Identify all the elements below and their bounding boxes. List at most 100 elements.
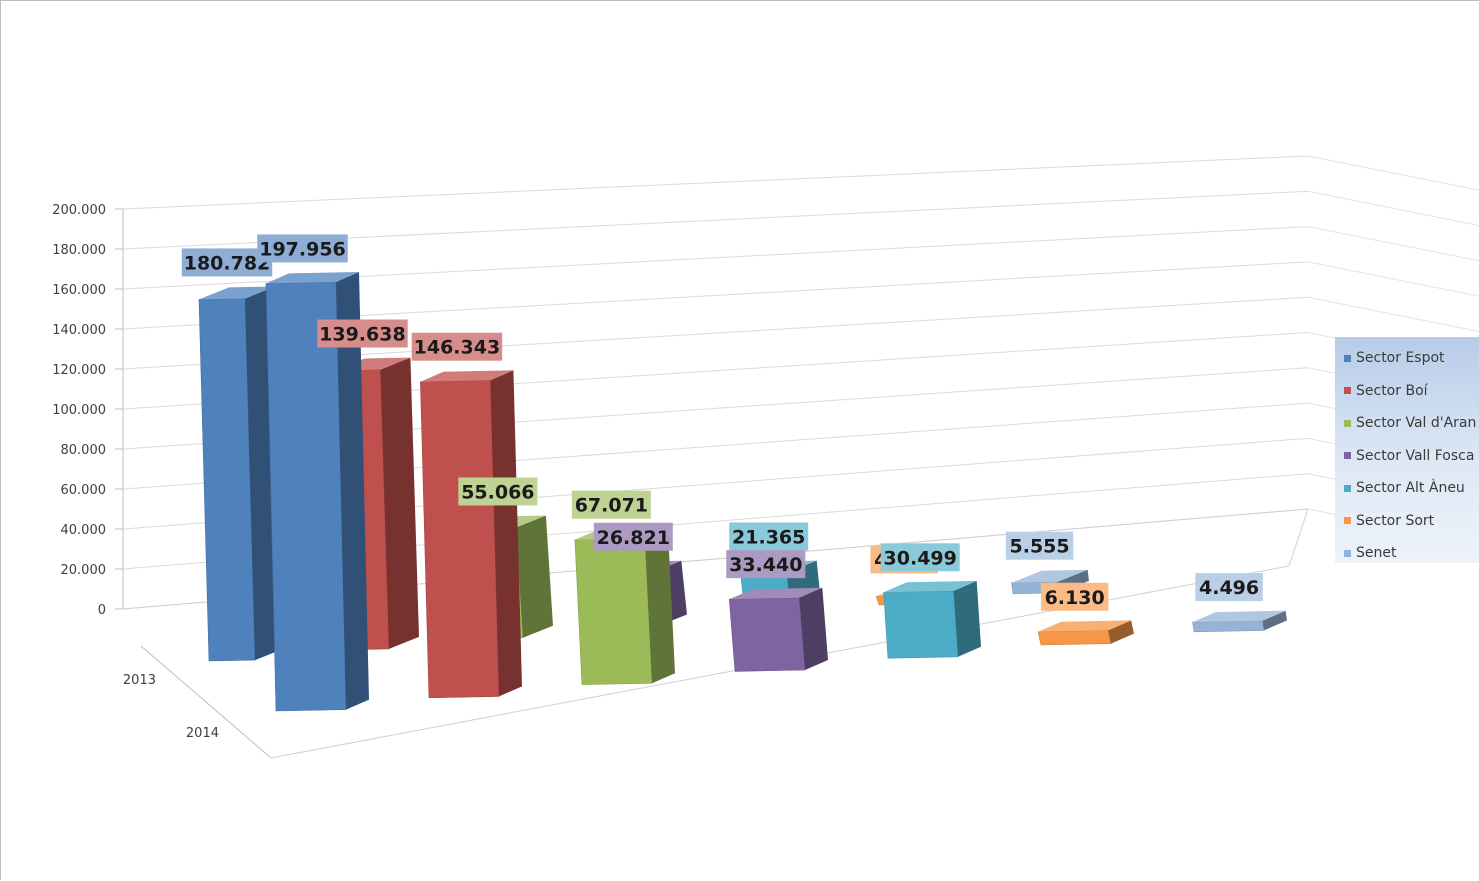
bar-sector-alt-neu-2014 — [883, 580, 981, 659]
data-label-value: 197.956 — [259, 238, 346, 260]
bar-senet-2014 — [1192, 610, 1287, 633]
legend-label: Sector Alt Àneu — [1356, 480, 1465, 497]
bar-side — [336, 272, 369, 710]
data-label: 139.638 — [317, 319, 408, 348]
y-tick-label: 60.000 — [61, 483, 107, 498]
bar-top — [199, 286, 275, 300]
data-label: 197.956 — [257, 234, 348, 263]
data-label: 55.066 — [458, 477, 538, 506]
data-label: 146.343 — [411, 332, 503, 361]
y-tick-label: 140.000 — [52, 323, 106, 338]
bar-side — [799, 587, 828, 670]
gridline-side — [1307, 190, 1479, 227]
bar-side — [380, 357, 419, 649]
y-tick-label: 80.000 — [61, 443, 107, 458]
bar-front — [883, 590, 959, 659]
bar-sector-val-d-aran-2014 — [574, 528, 675, 685]
legend-item: Sector Val d'Aran — [1335, 407, 1479, 440]
data-label-box — [1195, 573, 1263, 602]
data-label-box — [317, 319, 408, 348]
data-label-box — [880, 543, 960, 572]
gridline-side — [1307, 226, 1479, 262]
bar-top — [729, 587, 823, 600]
bar-sector-espot-2014 — [265, 272, 369, 712]
bar-sector-vall-fosca-2014 — [728, 587, 828, 672]
data-label-box — [458, 477, 538, 506]
data-label-value: 21.365 — [732, 526, 805, 548]
legend-label: Sector Boí — [1356, 382, 1428, 399]
y-tick-label: 160.000 — [52, 283, 106, 298]
data-label-value: 33.440 — [729, 554, 802, 576]
legend-swatch — [1344, 517, 1351, 525]
y-tick-label: 180.000 — [52, 243, 106, 258]
legend-item: Sector Boí — [1335, 375, 1479, 408]
legend-item: Sector Alt Àneu — [1335, 472, 1479, 505]
depth-axis-line — [140, 645, 272, 759]
legend-label: Sector Espot — [1356, 350, 1445, 367]
data-label-box — [726, 550, 806, 579]
data-label-box — [1040, 582, 1109, 611]
data-label-box — [729, 522, 809, 551]
data-label: 67.071 — [571, 490, 651, 519]
bar-top — [1011, 569, 1088, 583]
bar-front — [420, 379, 500, 699]
data-label-value: 6.130 — [1045, 587, 1105, 609]
data-label-box — [181, 248, 273, 277]
legend-label: Sector Val d'Aran — [1356, 415, 1477, 432]
data-label-value: 139.638 — [319, 324, 406, 346]
data-label-value: 30.499 — [884, 547, 957, 569]
bar-top — [266, 272, 359, 284]
data-label-value: 180.782 — [184, 252, 271, 274]
legend-item: Sector Espot — [1335, 342, 1479, 375]
legend-swatch — [1344, 354, 1351, 362]
data-label: 26.821 — [593, 522, 673, 551]
bar-side — [490, 370, 522, 697]
bar-top — [1038, 620, 1132, 632]
bar-side — [515, 515, 553, 638]
data-label-value: 146.343 — [414, 337, 501, 359]
data-labels: 180.782139.63855.06626.82121.3654.3025.5… — [181, 234, 1263, 611]
y-tick-label: 40.000 — [61, 523, 107, 538]
gridline-side — [1307, 296, 1479, 332]
bar-side — [953, 580, 981, 657]
data-label-box — [593, 522, 673, 551]
bar-sector-bo--2014 — [420, 370, 522, 699]
y-tick-label: 20.000 — [61, 563, 107, 578]
legend-label: Sector Sort — [1356, 512, 1435, 529]
legend-swatch — [1344, 419, 1351, 427]
legend-label: Sector Vall Fosca — [1356, 447, 1475, 464]
legend-item: Sector Vall Fosca — [1335, 440, 1479, 473]
y-tick-label: 0 — [98, 603, 106, 618]
data-label-box — [257, 234, 348, 263]
bar-front — [728, 597, 806, 672]
bar-top — [420, 370, 514, 382]
data-label-value: 67.071 — [575, 495, 648, 517]
data-label-value: 5.555 — [1010, 536, 1070, 558]
data-label-value: 4.496 — [1199, 577, 1259, 599]
bar-front — [1037, 630, 1112, 646]
data-label-box — [411, 332, 503, 361]
bar-side — [1108, 620, 1134, 644]
legend: Sector Espot Sector Boí Sector Val d'Aran S… — [1335, 337, 1479, 563]
legend-item: Sector Sort — [1335, 505, 1479, 538]
data-label-value: 55.066 — [461, 481, 534, 503]
data-label: 5.555 — [1005, 531, 1074, 560]
legend-swatch — [1344, 484, 1351, 492]
gridline-side — [1307, 261, 1479, 297]
data-label: 180.782 — [181, 248, 273, 277]
data-label: 6.130 — [1040, 582, 1109, 611]
bar-top — [883, 580, 977, 593]
data-label-value: 26.821 — [597, 527, 670, 549]
bar-sector-sort-2014 — [1037, 620, 1134, 646]
legend-swatch — [1344, 387, 1351, 395]
y-tick-label: 120.000 — [52, 363, 106, 378]
bar-front — [574, 537, 653, 685]
bar-side — [644, 528, 675, 684]
gridline-side — [1307, 155, 1479, 191]
data-label-box — [571, 490, 651, 519]
data-label: 30.499 — [880, 543, 960, 572]
y-tick-label: 200.000 — [52, 203, 106, 218]
bars — [198, 272, 1287, 712]
